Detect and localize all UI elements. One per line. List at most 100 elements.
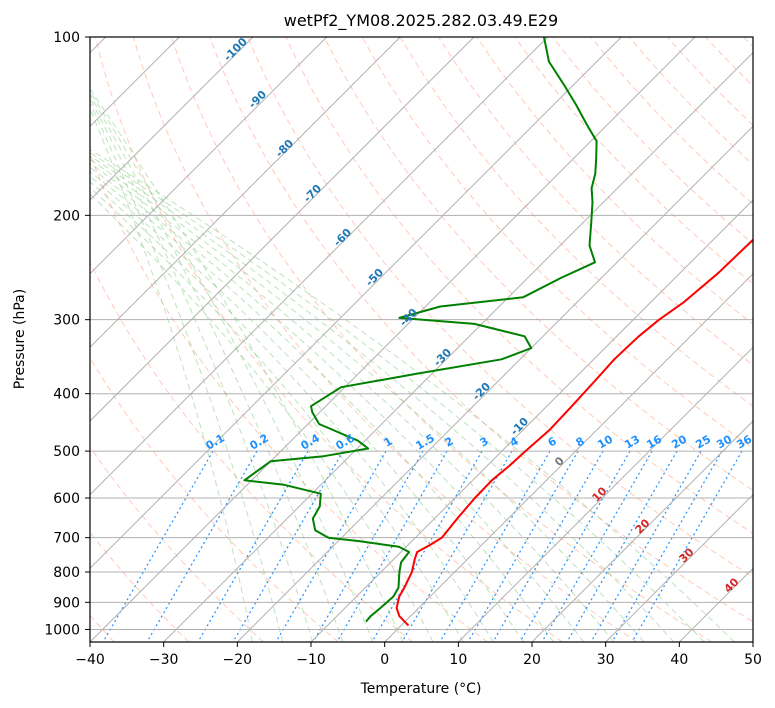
sounding-line bbox=[243, 37, 598, 623]
sounding-line bbox=[395, 238, 753, 627]
mixing-ratio-line bbox=[439, 450, 551, 642]
dry-adiabat bbox=[476, 37, 753, 325]
dry-adiabat-label: -60 bbox=[331, 226, 354, 249]
mixing-ratio-label: 20 bbox=[669, 432, 689, 451]
x-tick-label: −20 bbox=[223, 652, 253, 668]
dry-adiabat-label: -10 bbox=[508, 415, 531, 438]
moist-adiabat bbox=[90, 101, 283, 642]
isotherm-line bbox=[90, 37, 254, 201]
x-axis-ticks: −40 −30 −20 −10 0 10 20 30 40 50 bbox=[75, 642, 762, 668]
mixing-ratio-line bbox=[631, 450, 743, 642]
mixing-ratio-line bbox=[467, 450, 579, 642]
dry-adiabat bbox=[247, 37, 753, 578]
moist-adiabat bbox=[90, 155, 675, 642]
moist-adiabat-label: 10 bbox=[590, 484, 610, 504]
background-lines bbox=[0, 37, 753, 642]
dry-adiabat-label: -100 bbox=[221, 35, 250, 64]
dry-adiabat bbox=[437, 37, 753, 366]
mixing-ratio-label: 0.2 bbox=[248, 432, 271, 453]
mixing-ratio-label: 0.6 bbox=[334, 431, 358, 452]
plot-frame bbox=[89, 36, 754, 643]
tan-isoline bbox=[0, 37, 5, 642]
isotherm-line bbox=[90, 37, 401, 349]
mixing-ratio-line bbox=[146, 450, 258, 642]
isotherm-line bbox=[531, 420, 753, 642]
isotherm-line bbox=[90, 37, 696, 642]
mixing-ratio-label: 1.5 bbox=[414, 432, 437, 453]
mixing-ratio-line bbox=[197, 450, 309, 642]
mixing-ratio-line bbox=[541, 450, 653, 642]
moist-adiabat bbox=[90, 88, 404, 642]
y-tick-label: 500 bbox=[53, 444, 80, 460]
dry-adiabat bbox=[514, 37, 753, 285]
dry-adiabat-label: -80 bbox=[273, 137, 296, 160]
moist-adiabat bbox=[90, 158, 645, 642]
moist-adiabat bbox=[90, 97, 314, 642]
dry-adiabat bbox=[323, 37, 753, 491]
x-axis-label: Temperature (°C) bbox=[360, 681, 482, 697]
dry-adiabat-label: -50 bbox=[363, 266, 386, 289]
mixing-ratio-label: 1 bbox=[382, 435, 395, 450]
dry-adiabat bbox=[90, 356, 339, 642]
isotherm-line bbox=[163, 51, 753, 642]
x-tick-label: 40 bbox=[670, 652, 688, 668]
moist-adiabat bbox=[90, 186, 464, 642]
x-tick-label: 0 bbox=[380, 652, 389, 668]
isotherm-line bbox=[236, 125, 753, 642]
mixing-ratio-line bbox=[590, 450, 702, 642]
y-tick-label: 900 bbox=[53, 595, 80, 611]
y-axis-label: Pressure (hPa) bbox=[12, 289, 28, 389]
isotherm-line bbox=[605, 493, 753, 642]
grid-lines bbox=[90, 37, 753, 642]
dry-adiabat-label: -20 bbox=[470, 380, 493, 403]
mixing-ratio-line bbox=[401, 450, 513, 642]
y-axis-ticks: 100 200 300 400 500 600 700 800 900 1000 bbox=[44, 30, 90, 638]
isotherm-line bbox=[90, 37, 622, 570]
dry-adiabat-label: -70 bbox=[301, 182, 324, 205]
series-lines bbox=[243, 37, 753, 627]
moist-adiabat bbox=[90, 166, 584, 642]
x-tick-label: 10 bbox=[449, 652, 467, 668]
mixing-ratio-label: 30 bbox=[714, 432, 734, 451]
moist-adiabat bbox=[90, 107, 253, 642]
x-tick-label: −10 bbox=[296, 652, 326, 668]
chart-title: wetPf2_YM08.2025.282.03.49.E29 bbox=[284, 11, 558, 31]
moist-adiabat bbox=[90, 148, 735, 642]
moist-adiabat-label: 20 bbox=[633, 516, 653, 536]
dry-adiabat bbox=[132, 37, 638, 642]
dry-adiabat bbox=[94, 37, 563, 642]
dry-adiabat-label: -90 bbox=[246, 88, 269, 111]
moist-adiabat bbox=[90, 193, 434, 642]
isotherm-line bbox=[90, 37, 328, 275]
isotherm-line bbox=[310, 199, 753, 642]
isotherm-line bbox=[90, 37, 475, 422]
mixing-ratio-line bbox=[232, 450, 344, 642]
moist-adiabat bbox=[90, 151, 705, 642]
isotherm-line bbox=[90, 37, 549, 496]
x-tick-label: −30 bbox=[149, 652, 179, 668]
moist-adiabat bbox=[90, 175, 524, 642]
dry-adiabat-label: -30 bbox=[431, 346, 454, 369]
mixing-ratio-label: 6 bbox=[546, 434, 559, 449]
moist-adiabat bbox=[90, 90, 374, 642]
dry-adiabat bbox=[90, 152, 488, 642]
moist-adiabat-label: 40 bbox=[722, 575, 742, 595]
y-tick-label: 800 bbox=[53, 565, 80, 581]
dry-adiabat bbox=[209, 37, 753, 623]
x-tick-label: −40 bbox=[75, 652, 105, 668]
mixing-ratio-label: 3 bbox=[478, 435, 491, 450]
mixing-ratio-line bbox=[275, 450, 387, 642]
isotherm-line bbox=[752, 641, 753, 642]
isotherm-line bbox=[384, 272, 753, 642]
moist-adiabat bbox=[90, 162, 615, 642]
dry-adiabat bbox=[704, 37, 753, 87]
isotherm-line bbox=[457, 346, 753, 642]
mixing-ratio-label: 10 bbox=[595, 432, 615, 451]
dry-adiabat bbox=[90, 260, 414, 642]
dry-adiabat bbox=[171, 37, 712, 642]
x-tick-label: 50 bbox=[744, 652, 762, 668]
y-tick-label: 100 bbox=[53, 30, 80, 46]
moist-adiabat bbox=[90, 93, 344, 642]
dry-adiabat bbox=[743, 37, 753, 48]
y-tick-label: 300 bbox=[53, 313, 80, 329]
